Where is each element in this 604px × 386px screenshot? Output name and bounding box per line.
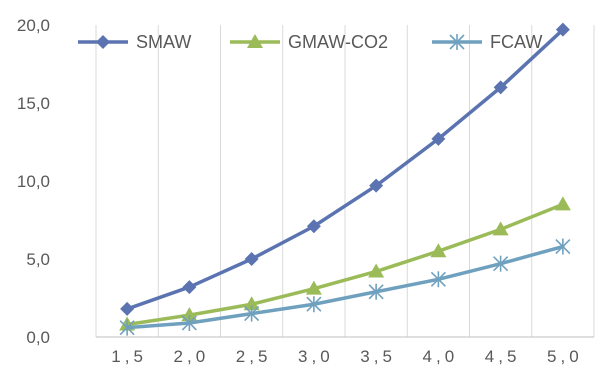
legend-marker [96,35,110,49]
data-point [430,271,446,288]
x-tick-label: 1,5 [111,347,147,366]
legend-marker [247,34,263,48]
data-point [554,196,571,211]
data-point [369,178,384,193]
data-point [493,255,509,272]
series-line [125,27,565,311]
series-lines [119,22,571,336]
data-point [119,319,135,336]
series-line [125,244,565,330]
legend-item-smaw: SMAW [78,32,191,52]
data-point [244,305,260,322]
data-point [368,283,384,300]
y-tick-label: 10,0 [17,172,50,191]
data-point [555,22,570,37]
legend: SMAW GMAW-CO2 FCAW [78,32,542,52]
data-point [368,263,385,278]
legend-label: GMAW-CO2 [288,32,388,52]
y-tick-label: 15,0 [17,94,50,113]
data-point [244,252,259,266]
data-point [493,80,508,95]
data-point [181,307,198,322]
legend-item-fcaw: FCAW [432,32,542,52]
x-tick-label: 2,5 [236,347,272,366]
y-tick-label: 5,0 [26,250,50,269]
legend-label: SMAW [136,32,191,52]
legend-item-gmaw-co2: GMAW-CO2 [230,32,388,52]
series-fcaw [119,238,571,336]
data-point [182,280,197,295]
series-line [125,202,565,327]
data-point [306,219,321,234]
data-point [120,301,135,316]
series-smaw [120,22,570,316]
y-tick-label: 20,0 [17,16,50,35]
data-point [555,238,571,255]
legend-label: FCAW [490,32,542,52]
x-tick-label: 4,5 [485,347,521,366]
x-tick-label: 5,0 [547,347,583,366]
axes: 0,0 5,0 10,0 15,0 20,0 1,5 2,0 2,5 3,0 3,5 4,0 4,5 5… [17,16,594,366]
legend-marker [449,34,465,50]
x-tick-label: 3,0 [298,347,334,366]
x-tick-label: 3,5 [360,347,396,366]
data-point [243,296,260,311]
data-point [305,280,322,295]
x-tick-label: 2,0 [174,347,210,366]
data-point [181,314,197,331]
data-point [431,131,446,146]
x-tick-label: 4,0 [423,347,459,366]
data-point [430,243,447,258]
y-tick-label: 0,0 [26,328,50,347]
gridlines [95,25,595,337]
data-point [492,221,509,236]
data-point [306,296,322,313]
